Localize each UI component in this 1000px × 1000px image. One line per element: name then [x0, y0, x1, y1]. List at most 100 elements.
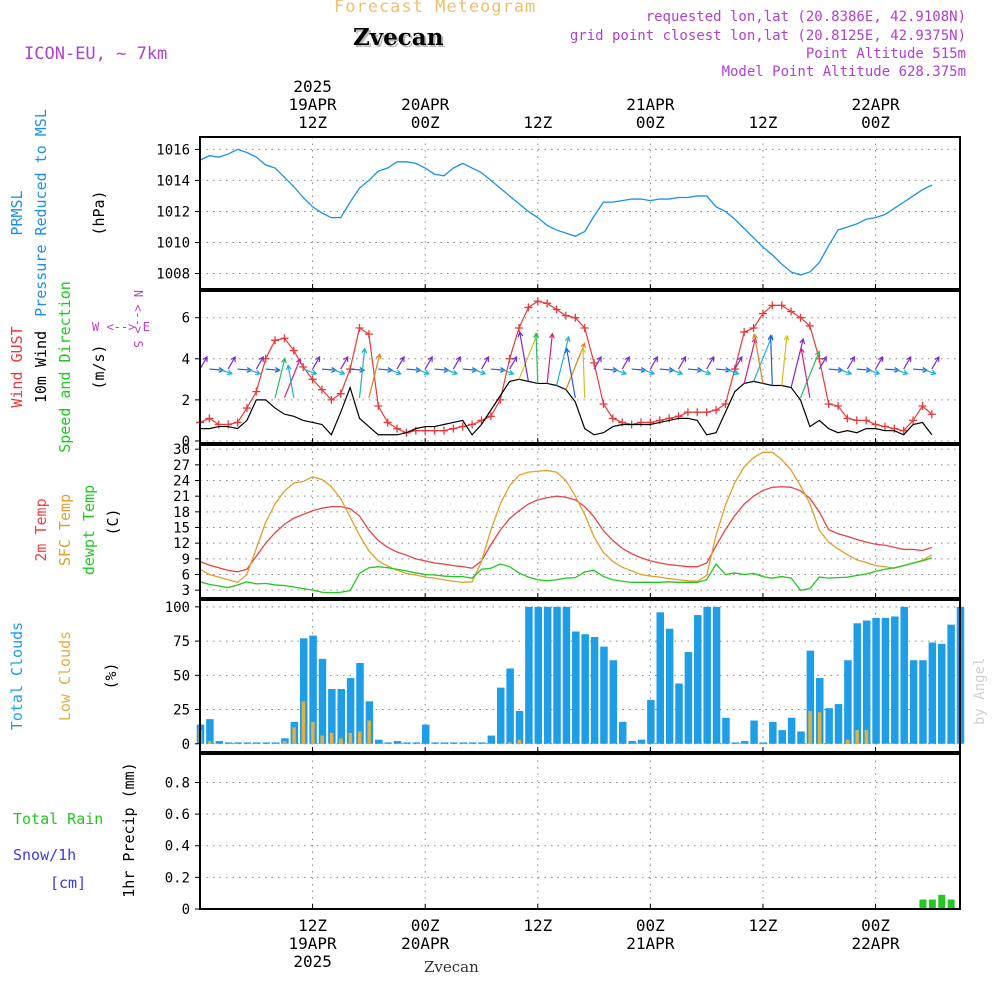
wind-direction-arrow — [922, 368, 937, 376]
gust-point-marker — [533, 297, 542, 306]
total-cloud-bar — [337, 689, 345, 744]
total-cloud-bar — [525, 606, 533, 744]
gust-point-marker — [449, 424, 458, 433]
footer-location: Zvecan — [424, 958, 479, 976]
wind-direction-arrow — [743, 337, 758, 384]
bottom-hour-label: 12Z — [298, 916, 327, 935]
wind-direction-arrow — [274, 357, 287, 398]
y-tick-label: 1016 — [156, 142, 190, 158]
wind-direction-arrow — [452, 355, 461, 370]
y-tick-label: 18 — [173, 505, 190, 521]
total-cloud-bar — [844, 660, 852, 744]
low-cloud-bar — [808, 710, 812, 744]
gust-point-marker — [383, 418, 392, 427]
panel-frame-temperature — [199, 444, 961, 599]
model-label: ICON-EU, ~ 7km — [24, 44, 168, 64]
pressure-unit: (hPa) — [90, 190, 108, 235]
total-cloud-bar — [891, 616, 899, 744]
total-cloud-bar — [506, 668, 514, 744]
bottom-date-label: 19APR — [289, 934, 338, 953]
wind-direction-arrow — [799, 347, 811, 398]
total-cloud-bar — [712, 606, 721, 744]
low-cloud-bar — [348, 732, 353, 744]
requested-coords: requested lon,lat (20.8386E, 42.9108N) — [645, 9, 966, 25]
low-cloud-bar — [320, 735, 324, 744]
meteogram-title: Forecast Meteogram — [334, 0, 537, 17]
wind-direction-arrow — [387, 368, 402, 376]
gust-point-marker — [796, 313, 805, 322]
low-cloud-bar — [517, 739, 522, 744]
wind-direction-arrow — [818, 355, 827, 370]
wind-label-10m: 10m Wind — [32, 331, 50, 403]
total-cloud-bar — [468, 742, 477, 744]
total-cloud-bar — [515, 710, 524, 744]
gust-point-marker — [702, 408, 711, 417]
wind-direction-arrow — [265, 367, 281, 373]
low-cloud-bar — [292, 727, 296, 744]
total-cloud-bar — [628, 741, 636, 744]
total-cloud-bar — [797, 731, 805, 744]
gust-point-marker — [805, 321, 814, 330]
location-title: Zvecan — [353, 24, 444, 51]
bottom-hour-label: 00Z — [411, 916, 440, 935]
total-cloud-bar — [356, 662, 364, 744]
precip-unit: 1hr Precip (mm) — [120, 762, 138, 897]
total-cloud-bar — [872, 617, 880, 744]
total-cloud-bar — [816, 678, 824, 744]
gust-point-marker — [852, 416, 861, 425]
y-tick-label: 0.6 — [165, 807, 190, 823]
wind-direction-arrow — [697, 368, 712, 376]
gust-point-marker — [590, 358, 599, 367]
rain-bar — [919, 899, 927, 909]
wind-direction-arrow — [931, 355, 940, 370]
total-cloud-bar — [243, 742, 252, 744]
gust-point-marker — [599, 399, 608, 408]
bottom-date-label: 20APR — [401, 934, 450, 953]
panel-frame-precip — [199, 753, 961, 910]
gust-point-marker — [393, 424, 402, 433]
total-cloud-bar — [900, 606, 908, 744]
total-cloud-bar — [440, 742, 449, 744]
gust-point-marker — [374, 402, 383, 411]
gust-point-marker — [524, 303, 533, 312]
wind-direction-arrow — [500, 368, 515, 376]
panel-frame-wind — [199, 290, 961, 444]
total-cloud-bar — [309, 635, 317, 744]
y-tick-label: 2 — [182, 393, 190, 409]
gust-point-marker — [899, 426, 908, 435]
y-tick-label: 3 — [182, 583, 190, 599]
total-cloud-bar — [478, 742, 486, 744]
top-hour-label: 12Z — [749, 113, 778, 132]
total-cloud-bar — [759, 742, 768, 744]
total-cloud-bar — [694, 615, 702, 744]
wind-direction-arrow — [283, 357, 302, 399]
y-tick-label: 75 — [173, 634, 190, 650]
gust-point-marker — [636, 418, 645, 427]
gust-point-marker — [787, 307, 796, 316]
gust-point-marker — [712, 406, 721, 415]
y-tick-label: 21 — [173, 489, 190, 505]
total-cloud-bar — [421, 724, 430, 744]
total-cloud-bar — [496, 687, 505, 744]
total-cloud-bar — [618, 721, 627, 744]
temp-label-sfc: SFC Temp — [56, 494, 74, 566]
y-tick-label: 4 — [182, 352, 190, 368]
gust-point-marker — [486, 412, 495, 421]
gust-point-marker — [252, 387, 261, 396]
low-cloud-bar — [367, 720, 371, 744]
wind-direction-arrow — [350, 367, 366, 373]
low-cloud-bar — [301, 701, 306, 744]
gust-point-marker — [280, 334, 289, 343]
cloud-label-total: Total Clouds — [8, 622, 26, 730]
y-tick-label: 25 — [173, 703, 190, 719]
top-hour-label: 12Z — [523, 113, 552, 132]
total-cloud-bar — [262, 742, 270, 744]
total-cloud-bar — [834, 704, 843, 744]
total-cloud-bar — [234, 742, 242, 744]
y-tick-label: 27 — [173, 458, 190, 474]
low-cloud-bar — [845, 739, 850, 744]
wind-direction-arrow — [546, 332, 555, 384]
bottom-year-label: 2025 — [293, 952, 332, 971]
y-tick-label: 1008 — [156, 266, 190, 282]
